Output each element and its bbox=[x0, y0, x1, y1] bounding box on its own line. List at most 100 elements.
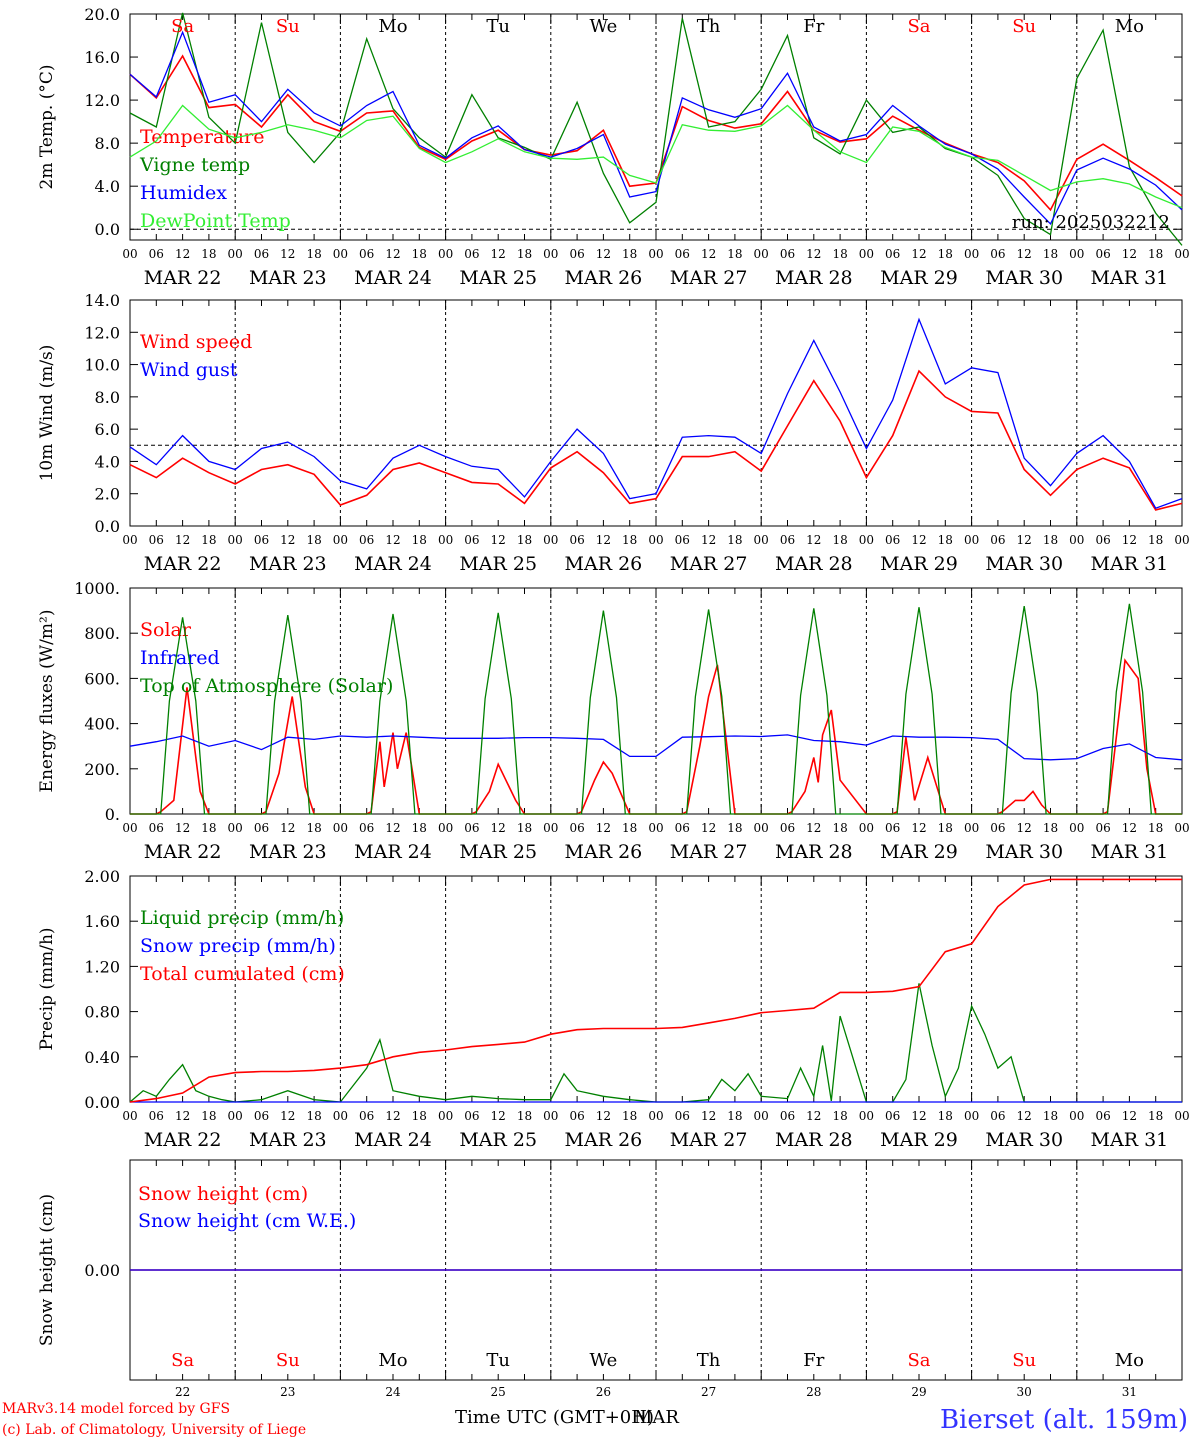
legend-label: Liquid precip (mm/h) bbox=[140, 907, 344, 929]
hour-tick-label: 06 bbox=[990, 1109, 1005, 1123]
day-number-label: 24 bbox=[385, 1385, 401, 1399]
day-number-label: 27 bbox=[701, 1385, 716, 1399]
hour-tick-label: 12 bbox=[385, 1109, 400, 1123]
station-label: Bierset (alt. 159m) bbox=[940, 1405, 1188, 1435]
date-label: MAR 29 bbox=[880, 1129, 958, 1151]
y-tick-label: 0.00 bbox=[84, 1261, 120, 1280]
date-label: MAR 27 bbox=[670, 267, 748, 289]
hour-tick-label: 18 bbox=[1148, 247, 1163, 261]
hour-tick-label: 06 bbox=[569, 247, 584, 261]
day-of-week-label: Mo bbox=[378, 16, 407, 37]
hour-tick-label: 12 bbox=[701, 1109, 716, 1123]
hour-tick-label: 06 bbox=[780, 533, 795, 547]
hour-tick-label: 12 bbox=[806, 1109, 821, 1123]
hour-tick-label: 12 bbox=[596, 1109, 611, 1123]
y-tick-label: 0.0 bbox=[95, 517, 120, 536]
hour-tick-label: 12 bbox=[806, 821, 821, 835]
hour-tick-label: 12 bbox=[175, 247, 190, 261]
hour-tick-label: 06 bbox=[254, 533, 269, 547]
hour-tick-label: 12 bbox=[175, 821, 190, 835]
hour-tick-label: 18 bbox=[1148, 821, 1163, 835]
hour-tick-label: 06 bbox=[464, 247, 479, 261]
hour-tick-label: 06 bbox=[675, 1109, 690, 1123]
hour-tick-label: 18 bbox=[727, 1109, 742, 1123]
hour-tick-label: 18 bbox=[1043, 533, 1058, 547]
hour-tick-label: 12 bbox=[491, 247, 506, 261]
hour-tick-label: 06 bbox=[885, 247, 900, 261]
hour-tick-label: 12 bbox=[701, 533, 716, 547]
day-of-week-label: We bbox=[590, 16, 618, 37]
y-axis-label: Energy fluxes (W/m²) bbox=[37, 610, 57, 793]
day-of-week-label: Su bbox=[276, 16, 300, 37]
hour-tick-label: 18 bbox=[517, 533, 532, 547]
series-line bbox=[130, 983, 1182, 1102]
hour-tick-label: 12 bbox=[911, 821, 926, 835]
hour-tick-label: 06 bbox=[149, 1109, 164, 1123]
hour-tick-label: 18 bbox=[1043, 247, 1058, 261]
hour-tick-label: 18 bbox=[201, 533, 216, 547]
day-of-week-label: Fr bbox=[803, 16, 824, 37]
hour-tick-label: 00 bbox=[122, 247, 137, 261]
hour-tick-label: 00 bbox=[1174, 247, 1189, 261]
y-tick-label: 2.0 bbox=[95, 485, 120, 504]
date-label: MAR 23 bbox=[249, 841, 327, 863]
hour-tick-label: 18 bbox=[938, 533, 953, 547]
hour-tick-label: 18 bbox=[1148, 533, 1163, 547]
hour-tick-label: 06 bbox=[149, 533, 164, 547]
model-credit: MARv3.14 model forced by GFS bbox=[2, 1401, 230, 1417]
x-axis-title-overlap: MAR bbox=[634, 1407, 679, 1428]
hour-tick-label: 12 bbox=[175, 533, 190, 547]
hour-tick-label: 12 bbox=[701, 247, 716, 261]
hour-tick-label: 00 bbox=[859, 821, 874, 835]
day-of-week-label: Th bbox=[697, 1350, 721, 1371]
date-label: MAR 30 bbox=[985, 553, 1063, 575]
day-number-label: 25 bbox=[491, 1385, 506, 1399]
y-tick-label: 0.80 bbox=[84, 1003, 120, 1022]
copyright-credit: (c) Lab. of Climatology, University of L… bbox=[2, 1422, 306, 1438]
hour-tick-label: 18 bbox=[832, 533, 847, 547]
date-label: MAR 22 bbox=[144, 1129, 222, 1151]
hour-tick-label: 00 bbox=[543, 821, 558, 835]
day-of-week-label: Fr bbox=[803, 1350, 824, 1371]
date-label: MAR 25 bbox=[459, 1129, 537, 1151]
hour-tick-label: 18 bbox=[306, 247, 321, 261]
meteogram-chart: 20.016.012.08.04.00.02m Temp. (°C) Temper… bbox=[0, 0, 1194, 1440]
y-tick-label: 0.0 bbox=[95, 220, 120, 239]
panel-4: 2.001.601.200.800.400.00Precip (mm/h)Liq… bbox=[37, 867, 1190, 1151]
hour-tick-label: 00 bbox=[964, 1109, 979, 1123]
hour-tick-label: 06 bbox=[1095, 1109, 1110, 1123]
date-label: MAR 30 bbox=[985, 841, 1063, 863]
y-axis-label: Snow height (cm) bbox=[37, 1194, 57, 1346]
day-of-week-label: Sa bbox=[171, 1350, 194, 1371]
hour-tick-label: 06 bbox=[569, 1109, 584, 1123]
date-label: MAR 27 bbox=[670, 553, 748, 575]
hour-tick-label: 00 bbox=[228, 533, 243, 547]
hour-tick-label: 06 bbox=[675, 821, 690, 835]
hour-tick-label: 12 bbox=[1017, 1109, 1032, 1123]
hour-tick-label: 12 bbox=[701, 821, 716, 835]
date-label: MAR 22 bbox=[144, 841, 222, 863]
hour-tick-label: 06 bbox=[464, 821, 479, 835]
hour-tick-label: 12 bbox=[280, 533, 295, 547]
day-of-week-label: Tu bbox=[486, 1350, 510, 1371]
x-axis-title: Time UTC (GMT+0H) bbox=[455, 1407, 654, 1428]
hour-tick-label: 00 bbox=[859, 247, 874, 261]
date-label: MAR 30 bbox=[985, 267, 1063, 289]
hour-tick-label: 18 bbox=[622, 247, 637, 261]
date-label: MAR 28 bbox=[775, 267, 853, 289]
hour-tick-label: 00 bbox=[333, 533, 348, 547]
y-tick-label: 12.0 bbox=[84, 91, 120, 110]
hour-tick-label: 06 bbox=[254, 821, 269, 835]
hour-tick-label: 00 bbox=[964, 821, 979, 835]
date-label: MAR 24 bbox=[354, 267, 432, 289]
day-of-week-label: Su bbox=[276, 1350, 300, 1371]
day-of-week-label: Tu bbox=[486, 16, 510, 37]
day-of-week-label: Su bbox=[1012, 1350, 1036, 1371]
hour-tick-label: 18 bbox=[412, 1109, 427, 1123]
hour-tick-label: 18 bbox=[832, 247, 847, 261]
hour-tick-label: 12 bbox=[491, 1109, 506, 1123]
y-tick-label: 6.0 bbox=[95, 420, 120, 439]
hour-tick-label: 18 bbox=[1043, 1109, 1058, 1123]
date-label: MAR 31 bbox=[1091, 1129, 1169, 1151]
hour-tick-label: 06 bbox=[1095, 533, 1110, 547]
